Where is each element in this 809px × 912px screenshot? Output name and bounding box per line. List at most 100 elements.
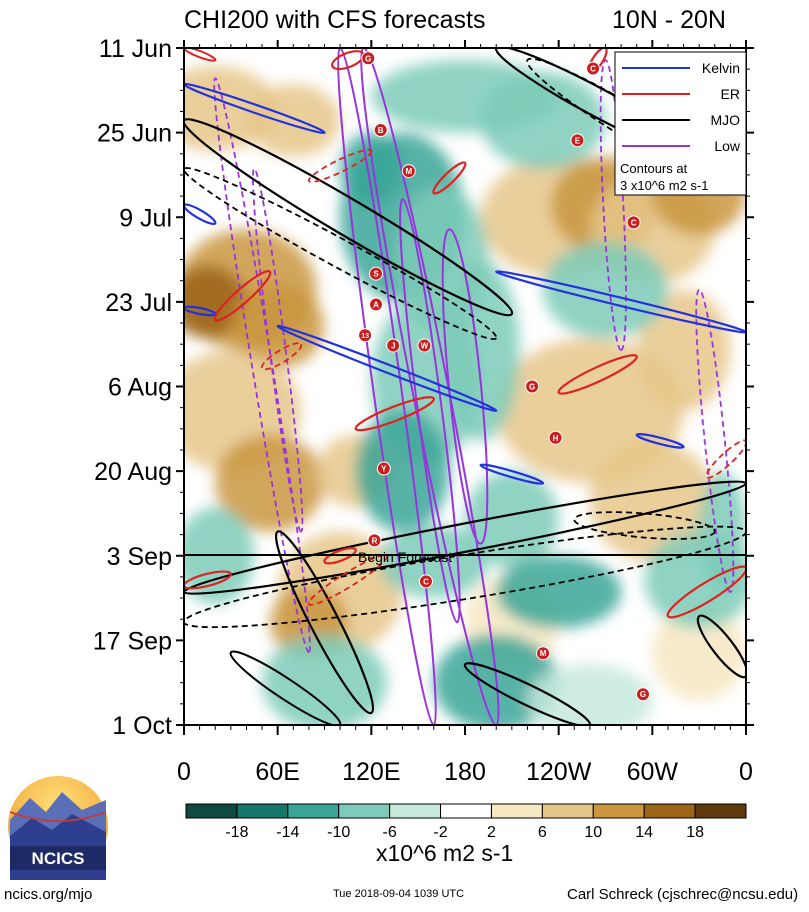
contour: [184, 118, 514, 317]
storm-marker: C: [586, 61, 601, 76]
y-tick-label: 25 Jun: [97, 120, 172, 148]
x-tick-label: 0: [177, 758, 191, 786]
contour: [274, 530, 375, 715]
storm-marker: A: [369, 297, 384, 312]
storm-marker: G: [525, 379, 540, 394]
x-tick-label: 120W: [526, 758, 592, 786]
contour: [252, 167, 304, 533]
storm-label: G: [640, 690, 646, 699]
storm-marker: G: [361, 51, 376, 66]
anomaly-region: [652, 604, 746, 701]
colorbar-swatch: [592, 803, 645, 819]
anomaly-region: [543, 241, 668, 339]
colorbar-tick-label: 14: [635, 824, 653, 841]
storm-label: E: [575, 136, 581, 145]
colorbar-tick-label: -10: [327, 824, 350, 841]
ncics-logo: NCICS: [8, 776, 108, 880]
storm-label: W: [421, 341, 429, 350]
contour: [276, 324, 498, 412]
colorbar-tick-label: -14: [276, 824, 299, 841]
colorbar-swatch: [643, 803, 696, 819]
contour: [260, 342, 303, 371]
anomaly-region: [441, 259, 520, 441]
colorbar: -18 -14 -10 -6 -2 2 6 10 14 18: [185, 803, 747, 841]
colorbar-swatch: [694, 803, 747, 819]
colorbar-tick-label: -18: [225, 824, 248, 841]
legend-label: Low: [714, 138, 741, 154]
anomaly-region: [379, 525, 489, 599]
storm-label: G: [529, 383, 535, 392]
y-tick-label: 1 Oct: [112, 712, 172, 740]
anomaly-region: [527, 664, 653, 725]
storm-marker: 13: [358, 328, 373, 343]
svg-text:NCICS: NCICS: [32, 849, 85, 868]
y-tick-label: 6 Aug: [108, 374, 172, 402]
storm-label: A: [373, 300, 379, 309]
colorbar-tick-label: -6: [383, 824, 397, 841]
colorbar-swatch: [236, 803, 289, 819]
anomaly-region: [184, 265, 247, 339]
contour: [599, 59, 627, 352]
anomaly-region: [699, 471, 746, 593]
storm-label: B: [378, 126, 384, 135]
legend-label: Kelvin: [702, 60, 740, 76]
storm-marker: M: [401, 164, 416, 179]
contour: [666, 565, 746, 619]
storm-label: R: [372, 536, 378, 545]
footer-url: ncics.org/mjo: [4, 886, 92, 903]
contour: [635, 433, 685, 449]
y-tick-label: 17 Sep: [93, 627, 172, 655]
storm-label: S: [373, 270, 379, 279]
storm-label: C: [423, 577, 429, 586]
y-tick-label: 20 Aug: [94, 458, 172, 486]
storm-markers: G C B E M C S A 13 J W G H Y R C M G: [358, 51, 650, 702]
storm-label: J: [391, 341, 395, 350]
colorbar-tick-label: 18: [686, 824, 704, 841]
storm-marker: H: [548, 430, 563, 445]
storm-marker: M: [536, 646, 551, 661]
storm-label: 13: [361, 333, 369, 340]
colorbar-swatch: [287, 803, 340, 819]
contour: [213, 269, 272, 322]
colorbar-swatch: [185, 803, 238, 819]
storm-label: C: [631, 218, 637, 227]
colorbar-units: x10^6 m2 s-1: [376, 840, 513, 866]
contour: [573, 511, 716, 540]
contour: [323, 547, 357, 565]
anomaly-region: [589, 440, 715, 562]
y-tick-label: 9 Jul: [119, 204, 172, 232]
y-tick-label: 23 Jul: [105, 289, 172, 317]
contour: [184, 305, 217, 317]
contour: [695, 288, 735, 593]
colorbar-swatch: [338, 803, 391, 819]
x-tick-label: 60W: [627, 758, 679, 786]
storm-marker: C: [418, 574, 433, 589]
storm-marker: C: [626, 215, 641, 230]
storm-label: C: [590, 65, 596, 74]
colorbar-swatch: [541, 803, 594, 819]
legend-label: ER: [721, 86, 740, 102]
x-tick-label: 60E: [255, 758, 299, 786]
colorbar-swatch: [389, 803, 442, 819]
chart-region: 10N - 20N: [612, 6, 726, 34]
x-tick-label: 120E: [342, 758, 400, 786]
legend-box: [614, 51, 747, 196]
storm-marker: E: [570, 133, 585, 148]
storm-marker: S: [369, 266, 384, 281]
storm-marker: W: [417, 338, 432, 353]
footer-author: Carl Schreck (cjschrec@ncsu.edu): [567, 886, 798, 903]
anomaly-region: [215, 434, 325, 532]
anomaly-region: [262, 634, 387, 725]
contour: [184, 82, 326, 135]
contour: [463, 662, 592, 725]
contour: [184, 48, 217, 62]
storm-label: M: [540, 649, 547, 658]
contour: [557, 354, 638, 395]
contour: [432, 161, 467, 195]
colorbar-tick-label: -2: [433, 824, 447, 841]
x-tick-label: 180: [444, 758, 486, 786]
legend-label: MJO: [710, 112, 740, 128]
colorbar-tick-label: 6: [538, 824, 547, 841]
storm-label: H: [553, 434, 559, 443]
